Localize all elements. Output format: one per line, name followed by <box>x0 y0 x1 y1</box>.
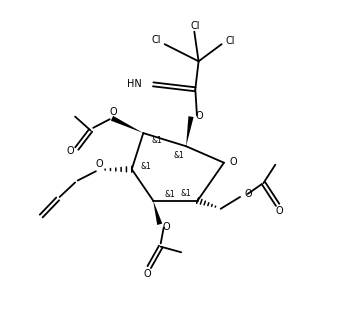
Text: O: O <box>110 107 117 117</box>
Text: &1: &1 <box>181 189 191 198</box>
Text: &1: &1 <box>140 162 151 171</box>
Text: HN: HN <box>127 79 142 89</box>
Text: &1: &1 <box>173 151 184 160</box>
Text: O: O <box>245 189 252 199</box>
Text: O: O <box>144 269 151 279</box>
Polygon shape <box>153 201 162 225</box>
Text: O: O <box>66 146 74 156</box>
Text: O: O <box>275 207 283 216</box>
Polygon shape <box>186 116 194 146</box>
Text: O: O <box>195 111 203 121</box>
Text: O: O <box>163 221 170 232</box>
Text: &1: &1 <box>151 136 162 145</box>
Text: Cl: Cl <box>152 35 161 45</box>
Text: Cl: Cl <box>225 36 235 46</box>
Text: &1: &1 <box>164 190 175 199</box>
Text: O: O <box>229 157 237 167</box>
Text: O: O <box>95 159 103 169</box>
Polygon shape <box>111 116 143 133</box>
Text: Cl: Cl <box>191 21 200 31</box>
